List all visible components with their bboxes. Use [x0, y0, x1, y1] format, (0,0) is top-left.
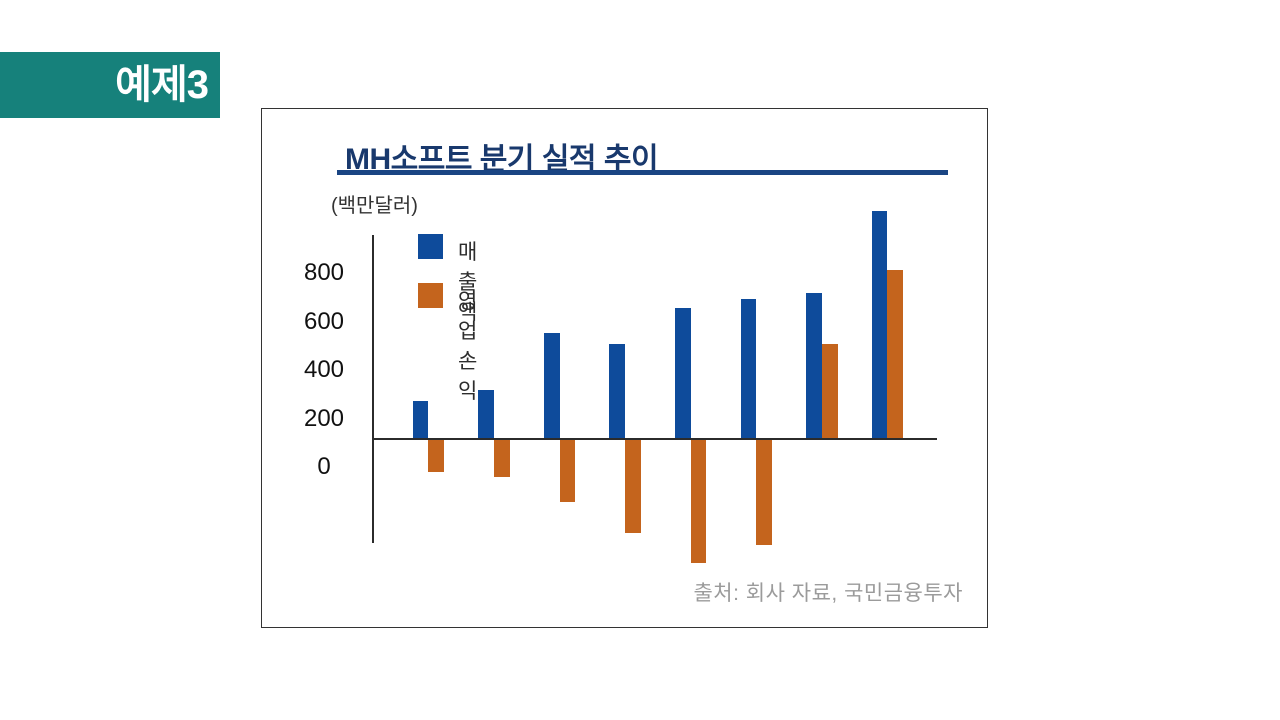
example-badge: 예제3 [0, 52, 220, 118]
operating-profit-bar [625, 439, 641, 533]
y-axis-tick-label: 400 [303, 356, 345, 384]
y-axis-tick-label: 600 [303, 307, 345, 335]
operating-profit-bar [756, 439, 772, 545]
x-axis-line [372, 438, 937, 440]
y-axis-line [372, 235, 374, 543]
revenue-bar [806, 293, 822, 439]
operating-profit-bar [428, 439, 445, 472]
operating-profit-legend-swatch [418, 283, 443, 308]
revenue-bar [740, 299, 757, 439]
operating-profit-bar [821, 344, 838, 439]
revenue-bar [478, 390, 494, 439]
y-axis-tick-label: 0 [317, 453, 331, 481]
operating-profit-bar [559, 439, 576, 503]
operating-profit-bar [493, 439, 510, 477]
revenue-bar [543, 333, 560, 439]
unit-label: (백만달러) [331, 195, 418, 217]
revenue-bar [609, 344, 626, 439]
operating-profit-bar [690, 439, 707, 563]
example-badge-label: 예제3 [115, 63, 209, 107]
revenue-legend-label: 매출액 [458, 241, 478, 324]
operating-profit-bar [887, 270, 904, 439]
source-note: 출처: 회사 자료, 국민금융투자 [693, 582, 963, 605]
revenue-bar [871, 210, 888, 439]
y-axis-tick-label: 200 [303, 404, 345, 432]
y-axis-tick-label: 800 [303, 259, 345, 286]
revenue-legend-swatch [418, 234, 443, 259]
title-underline [337, 170, 948, 175]
revenue-bar [674, 307, 691, 439]
revenue-bar [412, 401, 429, 439]
operating-profit-legend-label: 영업손익 [458, 290, 478, 403]
